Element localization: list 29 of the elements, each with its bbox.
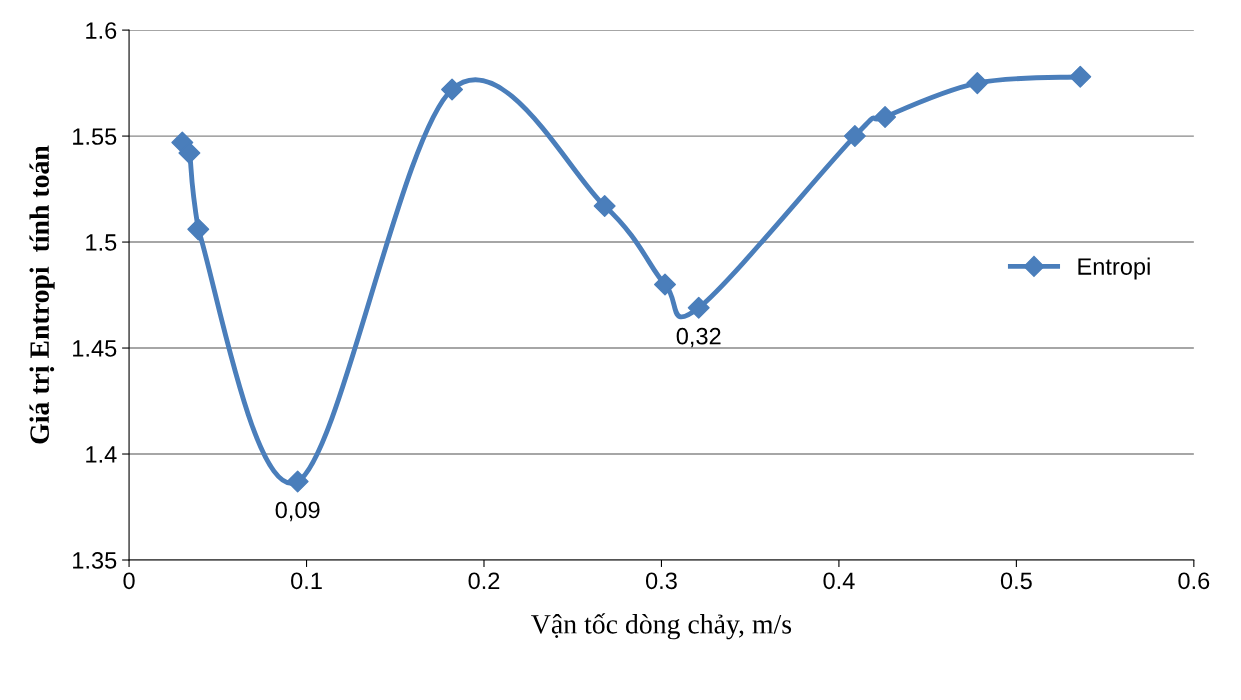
y-tick-label: 1.4 (86, 446, 117, 463)
y-tick-label: 1.35 (73, 552, 117, 569)
point (687, 296, 710, 319)
point (178, 142, 201, 165)
point (441, 78, 464, 101)
x-tick-label: 0.6 (1178, 572, 1210, 590)
point (654, 273, 676, 296)
legend-label: Entropi (1078, 257, 1150, 280)
y-axis-title: Giá trị Entropi tính toán (29, 145, 55, 444)
x-tick-label: 0.1 (291, 572, 322, 590)
x-axis-title: Vận tốc dòng chảy, m/s (531, 613, 792, 640)
y-tick-label: 1.5 (86, 234, 117, 251)
point (843, 125, 866, 148)
point (593, 195, 616, 218)
point (1069, 65, 1092, 88)
point (187, 218, 210, 241)
point (966, 72, 989, 95)
x-tick-label: 0.4 (823, 572, 855, 590)
point (874, 106, 897, 128)
point (286, 470, 309, 493)
x-tick-label: 0 (123, 572, 135, 590)
annotation: 0,32 (676, 327, 721, 348)
x-tick-label: 0.5 (1000, 572, 1032, 590)
y-tick-label: 1.6 (86, 22, 117, 39)
y-tick-label: 1.55 (73, 128, 117, 145)
annotation: 0,09 (275, 501, 320, 522)
x-tick-label: 0.3 (645, 572, 677, 590)
x-tick-label: 0.2 (468, 572, 500, 590)
y-tick-label: 1.45 (73, 340, 117, 357)
